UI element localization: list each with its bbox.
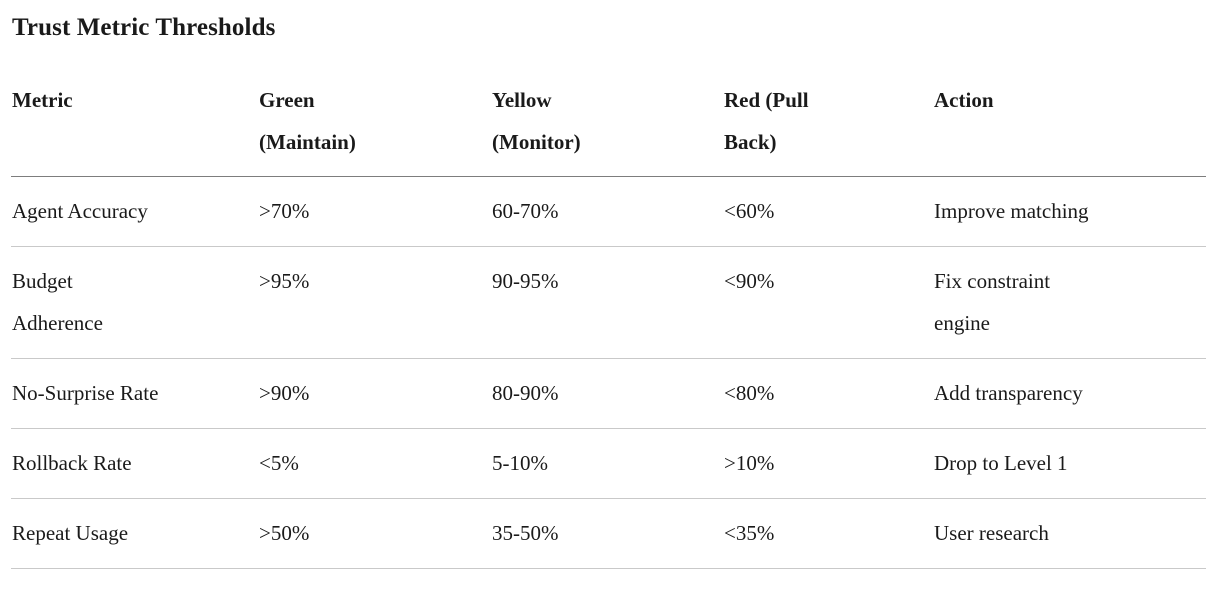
cell-red-threshold: <35%: [723, 498, 933, 570]
table-body: Agent Accuracy >70% 60-70% <60% Improve …: [11, 176, 1206, 570]
cell-action: Fix constraint engine: [933, 246, 1206, 360]
cell-metric: Agent Accuracy: [11, 176, 258, 248]
cell-red-threshold: <90%: [723, 246, 933, 360]
table-row-repeat-usage: Repeat Usage >50% 35-50% <35% User resea…: [11, 498, 1206, 570]
cell-green-threshold: >70%: [258, 176, 491, 248]
cell-metric: Rollback Rate: [11, 428, 258, 500]
table-header: Metric Green (Maintain) Yellow (Monitor)…: [11, 79, 1206, 178]
cell-green-threshold: >90%: [258, 358, 491, 430]
table-row-no-surprise-rate: No-Surprise Rate >90% 80-90% <80% Add tr…: [11, 358, 1206, 430]
column-header-red: Red (Pull Back): [723, 79, 933, 178]
cell-metric: No-Surprise Rate: [11, 358, 258, 430]
cell-yellow-threshold: 60-70%: [491, 176, 723, 248]
cell-green-threshold: >95%: [258, 246, 491, 360]
table-title: Trust Metric Thresholds: [12, 14, 276, 41]
table-row-budget-adherence: Budget Adherence >95% 90-95% <90% Fix co…: [11, 246, 1206, 360]
table-row-rollback-rate: Rollback Rate <5% 5-10% >10% Drop to Lev…: [11, 428, 1206, 500]
table-row-agent-accuracy: Agent Accuracy >70% 60-70% <60% Improve …: [11, 176, 1206, 248]
cell-action: Add transparency: [933, 358, 1206, 430]
cell-green-threshold: >50%: [258, 498, 491, 570]
cell-yellow-threshold: 80-90%: [491, 358, 723, 430]
cell-metric: Budget Adherence: [11, 246, 258, 360]
cell-red-threshold: >10%: [723, 428, 933, 500]
column-header-green: Green (Maintain): [258, 79, 491, 178]
header-row: Metric Green (Maintain) Yellow (Monitor)…: [11, 79, 1206, 178]
column-header-metric: Metric: [11, 79, 258, 178]
trust-metric-thresholds-table: Metric Green (Maintain) Yellow (Monitor)…: [11, 79, 1206, 570]
cell-yellow-threshold: 90-95%: [491, 246, 723, 360]
column-header-action: Action: [933, 79, 1206, 178]
cell-metric: Repeat Usage: [11, 498, 258, 570]
cell-action: Drop to Level 1: [933, 428, 1206, 500]
cell-green-threshold: <5%: [258, 428, 491, 500]
cell-red-threshold: <60%: [723, 176, 933, 248]
cell-yellow-threshold: 5-10%: [491, 428, 723, 500]
column-header-yellow: Yellow (Monitor): [491, 79, 723, 178]
cell-action: User research: [933, 498, 1206, 570]
cell-action: Improve matching: [933, 176, 1206, 248]
cell-yellow-threshold: 35-50%: [491, 498, 723, 570]
cell-red-threshold: <80%: [723, 358, 933, 430]
